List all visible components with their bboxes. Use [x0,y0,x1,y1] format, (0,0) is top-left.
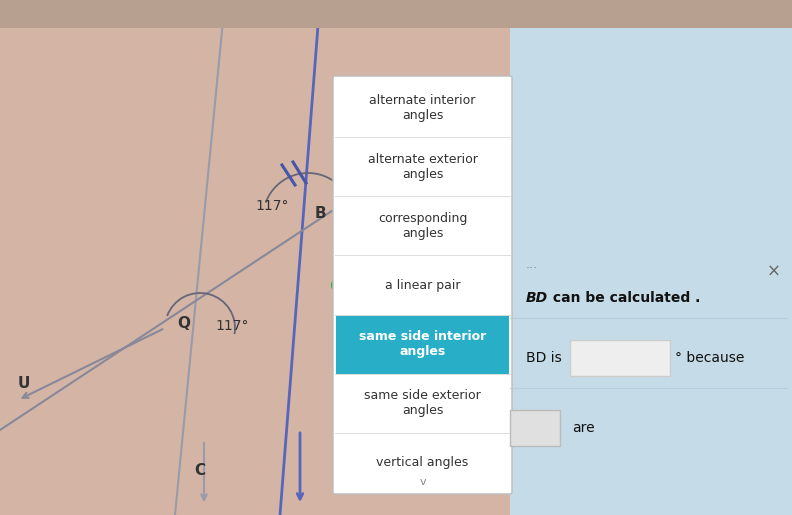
Text: can be calculated .: can be calculated . [548,291,700,305]
Text: Q: Q [177,316,190,331]
Text: U: U [18,376,30,391]
Bar [510,28,792,515]
Text: v: v [419,477,426,487]
Text: BD is: BD is [526,351,562,365]
Text: ° because: ° because [675,351,744,365]
Bar [336,315,509,374]
Text: same side exterior
angles: same side exterior angles [364,389,481,417]
Text: 117°: 117° [255,199,288,213]
Bar [510,410,560,446]
Text: 63°: 63° [330,279,355,293]
Text: C: C [195,463,206,478]
Text: ...: ... [526,258,538,271]
Text: BD: BD [526,291,548,305]
Bar [0,0,792,28]
Text: alternate exterior
angles: alternate exterior angles [367,153,478,181]
Text: a linear pair: a linear pair [385,279,460,291]
Text: same side interior
angles: same side interior angles [359,330,486,358]
FancyBboxPatch shape [333,76,512,494]
Bar [570,340,670,376]
Text: vertical angles: vertical angles [376,456,469,469]
Text: 117°: 117° [215,319,249,333]
Text: ×: × [767,263,781,281]
Text: corresponding
angles: corresponding angles [378,212,467,240]
Text: B: B [315,206,326,221]
Text: are: are [572,421,595,435]
Text: alternate interior
angles: alternate interior angles [369,94,476,122]
